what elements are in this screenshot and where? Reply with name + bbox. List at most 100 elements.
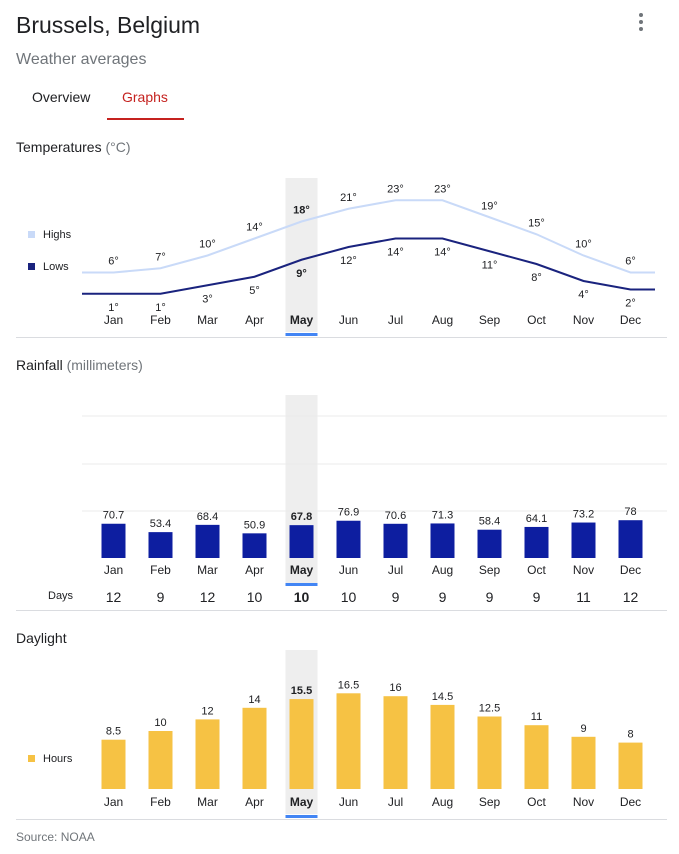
daylight-month-label: May bbox=[290, 795, 314, 809]
rain-days-label: Days bbox=[48, 590, 74, 602]
rain-days-value: 12 bbox=[200, 589, 216, 605]
daylight-data-label: 14 bbox=[248, 694, 260, 706]
daylight-month-label: Mar bbox=[197, 795, 218, 809]
daylight-bar bbox=[571, 736, 596, 789]
rainfall-unit: (millimeters) bbox=[66, 357, 143, 373]
rainfall-bar bbox=[195, 524, 220, 558]
daylight-data-label: 10 bbox=[154, 717, 166, 729]
rainfall-month-label: Jul bbox=[388, 563, 403, 577]
highs-data-label: 10° bbox=[199, 239, 216, 251]
daylight-data-label: 12 bbox=[201, 705, 213, 717]
rain-days-value: 12 bbox=[106, 589, 122, 605]
rainfall-bar bbox=[524, 526, 549, 558]
daylight-data-label: 16 bbox=[389, 682, 401, 694]
daylight-chart: 8.5 10 12 14 15.5 16.5 16 14.5 12.5 11 9 8 Hours Jan F… bbox=[28, 650, 643, 818]
daylight-month-label: Jun bbox=[339, 795, 358, 809]
highs-data-label: 18° bbox=[293, 205, 310, 217]
daylight-data-label: 8.5 bbox=[106, 726, 121, 738]
tab-selected-indicator bbox=[107, 118, 184, 120]
highs-data-label: 23° bbox=[434, 183, 451, 195]
daylight-month-label: Apr bbox=[245, 795, 264, 809]
highs-legend-swatch bbox=[28, 231, 35, 238]
rainfall-bar bbox=[242, 533, 267, 558]
daylight-month-label: Aug bbox=[432, 795, 453, 809]
daylight-bar bbox=[289, 699, 314, 789]
highs-data-label: 6° bbox=[625, 256, 636, 268]
divider bbox=[16, 337, 667, 338]
daylight-bar bbox=[148, 731, 173, 789]
rainfall-month-label: Jun bbox=[339, 563, 358, 577]
highlight-column bbox=[285, 178, 318, 332]
daylight-data-label: 16.5 bbox=[338, 679, 359, 691]
daylight-month-label: Feb bbox=[150, 795, 171, 809]
daylight-bar bbox=[477, 716, 502, 789]
highs-legend-label: Highs bbox=[43, 229, 72, 241]
rainfall-bar bbox=[477, 529, 502, 558]
rainfall-bar bbox=[336, 520, 361, 558]
rain-days-value: 9 bbox=[439, 589, 447, 605]
temperature-month-label: Apr bbox=[245, 313, 264, 327]
rainfall-bar bbox=[148, 532, 173, 558]
daylight-month-label: Dec bbox=[620, 795, 641, 809]
temperatures-title: Temperatures (°C) bbox=[16, 139, 131, 155]
rainfall-title: Rainfall (millimeters) bbox=[16, 357, 143, 373]
daylight-bar bbox=[242, 707, 267, 789]
daylight-data-label: 9 bbox=[580, 723, 586, 735]
rainfall-month-label: Aug bbox=[432, 563, 453, 577]
selected-month-indicator bbox=[285, 583, 318, 586]
temperature-month-label: Jun bbox=[339, 313, 358, 327]
rain-days-value: 12 bbox=[623, 589, 639, 605]
daylight-data-label: 8 bbox=[627, 729, 633, 741]
daylight-data-label: 14.5 bbox=[432, 691, 453, 703]
daylight-bar bbox=[524, 725, 549, 789]
rainfall-data-label: 73.2 bbox=[573, 509, 594, 521]
temperatures-title-text: Temperatures bbox=[16, 139, 102, 155]
rainfall-data-label: 50.9 bbox=[244, 519, 265, 531]
rainfall-chart: 70.7 53.4 68.4 50.9 67.8 76.9 70.6 71.3 58.4 64.1… bbox=[48, 395, 667, 605]
temperature-month-label: Sep bbox=[479, 313, 501, 327]
temperature-month-label: Jul bbox=[388, 313, 403, 327]
rainfall-data-label: 70.6 bbox=[385, 510, 406, 522]
lows-data-label: 5° bbox=[249, 285, 260, 297]
daylight-month-label: Oct bbox=[527, 795, 546, 809]
tab-overview[interactable]: Overview bbox=[32, 89, 91, 105]
tab-graphs[interactable]: Graphs bbox=[122, 89, 168, 105]
rainfall-month-label: Apr bbox=[245, 563, 264, 577]
rain-days-value: 10 bbox=[341, 589, 357, 605]
temperature-month-label: Oct bbox=[527, 313, 546, 327]
rain-days-value: 9 bbox=[533, 589, 541, 605]
rainfall-title-text: Rainfall bbox=[16, 357, 63, 373]
temperature-month-label: Aug bbox=[432, 313, 453, 327]
rain-days-value: 10 bbox=[247, 589, 263, 605]
lows-legend-label: Lows bbox=[43, 261, 69, 273]
temperature-month-label: Jan bbox=[104, 313, 123, 327]
lows-data-label: 4° bbox=[578, 289, 589, 301]
highs-data-label: 19° bbox=[481, 200, 498, 212]
rainfall-data-label: 78 bbox=[624, 506, 636, 518]
rainfall-data-label: 68.4 bbox=[197, 511, 218, 523]
rainfall-data-label: 58.4 bbox=[479, 516, 500, 528]
highs-data-label: 23° bbox=[387, 183, 404, 195]
daylight-data-label: 11 bbox=[531, 711, 542, 723]
highs-data-label: 10° bbox=[575, 239, 592, 251]
highs-line bbox=[82, 199, 655, 274]
lows-data-label: 1° bbox=[108, 302, 119, 314]
lows-line bbox=[82, 237, 655, 295]
lows-data-label: 2° bbox=[625, 298, 636, 310]
rain-days-value: 9 bbox=[157, 589, 165, 605]
temperature-month-label: Mar bbox=[197, 313, 218, 327]
rainfall-data-label: 71.3 bbox=[432, 509, 453, 521]
rainfall-data-label: 70.7 bbox=[103, 510, 124, 522]
page-subtitle: Weather averages bbox=[16, 51, 147, 68]
temperature-chart: 6° 7° 10° 14° 18° 21° 23° 23° 19° 15° 10° 6° 1° 1° 3° 5… bbox=[28, 178, 655, 336]
rainfall-month-label: Nov bbox=[573, 563, 594, 577]
rainfall-bar bbox=[289, 525, 314, 558]
lows-legend-swatch bbox=[28, 263, 35, 270]
rainfall-month-label: Mar bbox=[197, 563, 218, 577]
rain-days-value: 10 bbox=[294, 589, 310, 605]
more-vert-icon[interactable] bbox=[634, 13, 648, 35]
daylight-data-label: 15.5 bbox=[291, 685, 312, 697]
lows-data-label: 12° bbox=[340, 255, 357, 267]
rainfall-data-label: 76.9 bbox=[338, 507, 359, 519]
rain-days-value: 9 bbox=[392, 589, 400, 605]
